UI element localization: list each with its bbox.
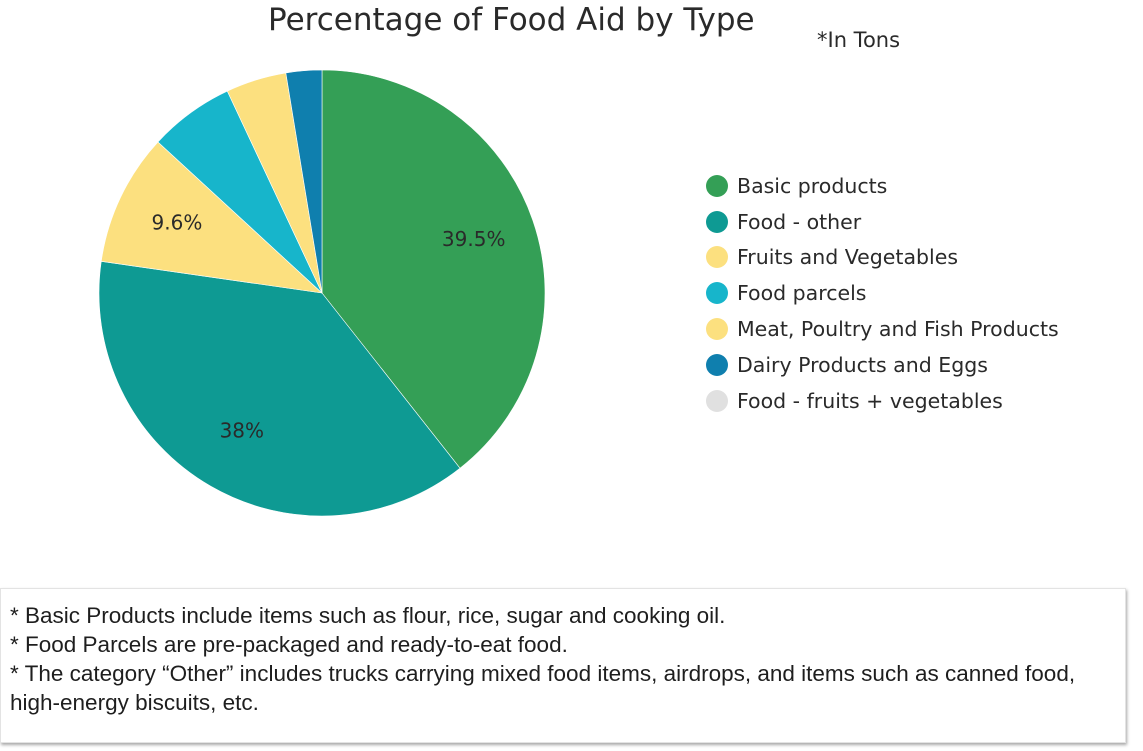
legend-label: Food - fruits + vegetables — [737, 388, 1003, 413]
footnotes-panel: * Basic Products include items such as f… — [0, 588, 1126, 743]
pie-slice-fruits-and-vegetables[interactable] — [100, 141, 323, 294]
legend-label: Meat, Poultry and Fish Products — [737, 317, 1059, 342]
footnote-food-parcels: * Food Parcels are pre-packaged and read… — [10, 632, 568, 657]
legend-item-food-fruits-vegetables[interactable]: Food - fruits + vegetables — [706, 383, 1059, 419]
legend-item-dairy-products-and-eggs[interactable]: Dairy Products and Eggs — [706, 347, 1059, 383]
legend-swatch-icon — [706, 318, 728, 341]
pie-slice-labels: 39.5% 38% 9.6% — [152, 211, 506, 443]
legend-swatch-icon — [706, 210, 728, 233]
footnote-other-category: * The category “Other” includes trucks c… — [10, 661, 1076, 715]
legend-label: Fruits and Vegetables — [737, 245, 959, 270]
legend-item-food-parcels[interactable]: Food parcels — [706, 275, 1059, 311]
legend-swatch-icon — [706, 174, 728, 197]
legend-item-basic-products[interactable]: Basic products — [706, 168, 1059, 204]
legend-item-fruits-and-vegetables[interactable]: Fruits and Vegetables — [706, 240, 1059, 276]
pie-slice-dairy-products-and-eggs[interactable] — [285, 69, 323, 294]
legend-swatch-icon — [706, 282, 728, 305]
slice-label-basic-products: 39.5% — [442, 227, 506, 251]
slice-label-food-other: 38% — [220, 419, 264, 443]
legend-label: Dairy Products and Eggs — [737, 352, 988, 377]
pie-slice-food-other[interactable] — [98, 260, 461, 517]
pie-slices — [98, 69, 546, 517]
legend-swatch-icon — [706, 389, 728, 412]
footnote-basic-products: * Basic Products include items such as f… — [10, 603, 726, 628]
chart-subtitle: *In Tons — [817, 28, 901, 52]
chart-title: Percentage of Food Aid by Type — [268, 2, 755, 38]
legend: Basic products Food - other Fruits and Veg… — [706, 168, 1059, 419]
legend-swatch-icon — [706, 353, 728, 376]
legend-swatch-icon — [706, 246, 728, 269]
legend-item-meat-poultry-and-fish-products[interactable]: Meat, Poultry and Fish Products — [706, 311, 1059, 347]
legend-item-food-other[interactable]: Food - other — [706, 204, 1059, 240]
legend-label: Basic products — [737, 173, 888, 198]
legend-label: Food - other — [737, 209, 862, 234]
pie-chart: 39.5% 38% 9.6% — [98, 69, 546, 517]
legend-label: Food parcels — [737, 281, 867, 306]
pie-slice-basic-products[interactable] — [321, 69, 546, 469]
slice-label-fruits-and-vegetables: 9.6% — [152, 211, 203, 235]
